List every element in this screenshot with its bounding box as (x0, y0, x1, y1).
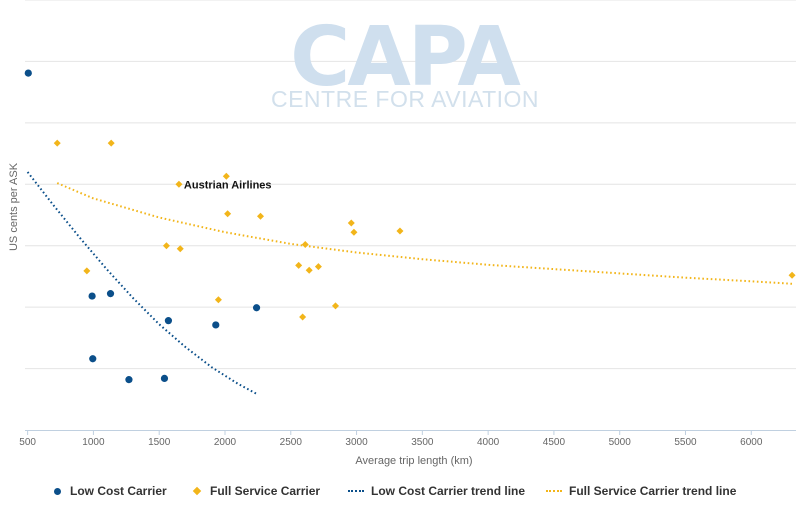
legend-label: Full Service Carrier (210, 484, 321, 498)
x-tick-label: 5500 (674, 437, 697, 448)
legend-item-full-service-trend[interactable]: Full Service Carrier trend line (546, 484, 736, 498)
full-service-point (350, 228, 358, 236)
low-cost-point (212, 321, 220, 329)
legend-label: Low Cost Carrier (70, 484, 167, 498)
x-tick-label: 1000 (82, 437, 105, 448)
diamond-marker-icon (192, 486, 202, 496)
legend-item-low-cost[interactable]: Low Cost Carrier (54, 484, 167, 498)
annotation-label: Austrian Airlines (184, 179, 272, 191)
watermark-title: CAPA (290, 10, 521, 105)
x-tick-label: 2500 (280, 437, 303, 448)
data-points (24, 69, 796, 384)
legend-item-low-cost-trend[interactable]: Low Cost Carrier trend line (348, 484, 525, 498)
x-tick-label: 500 (19, 437, 36, 448)
low-cost-point (89, 355, 97, 363)
full-service-point (314, 263, 322, 271)
x-tick-label: 6000 (740, 437, 763, 448)
dotted-line-icon (348, 490, 364, 492)
full-service-point (347, 219, 355, 227)
y-axis-label: US cents per ASK (8, 162, 20, 251)
full-service-point (224, 210, 232, 218)
full-service-point (788, 271, 796, 279)
axes (25, 430, 796, 435)
x-tick-label: 3500 (411, 437, 434, 448)
trend-line (56, 182, 793, 285)
full-service-point (299, 313, 307, 321)
x-axis-label: Average trip length (km) (355, 455, 472, 467)
low-cost-point (252, 304, 261, 312)
x-tick-label: 4000 (477, 437, 500, 448)
full-service-point (295, 261, 303, 269)
full-service-point (53, 139, 61, 147)
x-tick-label: 3000 (345, 437, 368, 448)
watermark-subtitle: CENTRE FOR AVIATION (271, 86, 539, 112)
full-service-point (83, 267, 91, 275)
grid (25, 0, 796, 370)
legend-item-full-service[interactable]: Full Service Carrier (192, 484, 321, 498)
full-service-point (175, 180, 183, 188)
full-service-point (214, 296, 222, 304)
legend-label: Low Cost Carrier trend line (371, 484, 526, 498)
annotations: Austrian Airlines (184, 179, 272, 191)
low-cost-point (160, 374, 169, 382)
trend-lines (26, 171, 793, 395)
trend-line (26, 171, 258, 395)
full-service-point (257, 212, 265, 220)
full-service-point (396, 227, 404, 235)
low-cost-point (106, 290, 115, 298)
x-tick-label: 4500 (543, 437, 566, 448)
chart: CAPA CENTRE FOR AVIATION 500 1000 1500 2000… (8, 0, 796, 467)
x-tick-label: 5000 (609, 437, 632, 448)
x-tick-label: 2000 (214, 437, 237, 448)
full-service-point (222, 172, 230, 180)
low-cost-point (24, 69, 32, 77)
circle-marker-icon (54, 487, 61, 495)
full-service-point (332, 302, 340, 310)
watermark: CAPA CENTRE FOR AVIATION (271, 10, 539, 112)
legend-label: Full Service Carrier trend line (569, 484, 737, 498)
low-cost-point (125, 376, 133, 384)
low-cost-point (164, 317, 173, 325)
full-service-point (107, 139, 115, 147)
dotted-line-icon (546, 490, 562, 492)
x-tick-labels: 500 1000 1500 2000 2500 3000 3500 4000 4500 5000 5… (19, 437, 763, 448)
full-service-point (162, 242, 170, 250)
low-cost-point (88, 292, 96, 300)
full-service-point (176, 245, 184, 253)
x-tick-label: 1500 (148, 437, 171, 448)
full-service-point (305, 266, 313, 274)
legend: Low Cost Carrier Full Service Carrier Lo… (0, 480, 800, 502)
full-service-point (301, 240, 309, 248)
